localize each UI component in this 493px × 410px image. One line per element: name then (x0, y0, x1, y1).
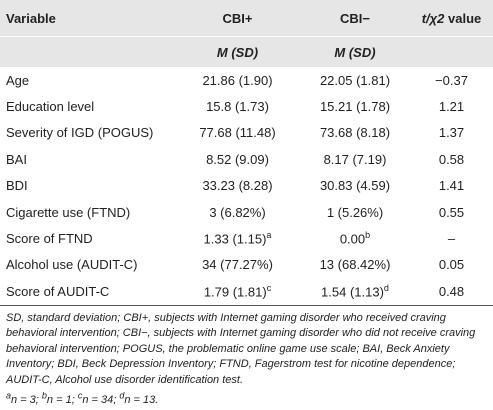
table-row: Education level 15.8 (1.73) 15.21 (1.78) 1.… (0, 93, 493, 119)
table-cell: 21.86 (1.90) (202, 72, 273, 88)
table-cell: BAI (6, 151, 27, 167)
table-cell: Score of FTND (6, 231, 93, 247)
superscript: d (119, 390, 125, 401)
italic-text: t/χ2 (421, 10, 445, 26)
table-row: Score of FTND 1.33 (1.15)a 0.00b – (0, 225, 493, 251)
cell-text: 1.54 (1.13) (321, 284, 384, 300)
table-cell: Cigarette use (FTND) (6, 204, 131, 220)
table-cell: 30.83 (4.59) (319, 178, 391, 194)
table-cell: 1 (5.26%) (326, 204, 384, 220)
superscript: c (77, 390, 83, 401)
table-cell: 73.68 (8.18) (319, 125, 391, 141)
data-table: Variable CBI+ CBI− t/χ2 value M (SD) M (SD)… (0, 0, 493, 306)
table-cell: 3 (6.82%) (209, 204, 266, 220)
header-cell: CBI− (300, 0, 410, 37)
table-row: BAI 8.52 (9.09) 8.17 (7.19) 0.58 (0, 146, 493, 172)
table-cell: 34 (77.27%) (202, 257, 273, 273)
table-cell: 8.52 (9.09) (206, 151, 269, 167)
table-cell: 1.21 (438, 99, 465, 115)
count-text: n = 13. (124, 393, 159, 406)
superscript: a (266, 230, 272, 241)
count-note: an = 3; (6, 390, 39, 406)
table-cell: 15.21 (1.78) (319, 99, 391, 115)
table-cell: Age (6, 72, 30, 88)
table-body: Age 21.86 (1.90) 22.05 (1.81) −0.37 Educatio… (0, 67, 493, 306)
table-row: Age 21.86 (1.90) 22.05 (1.81) −0.37 (0, 67, 493, 93)
table-cell: 1.37 (438, 125, 465, 141)
notes: SD, standard deviation; CBI+, subjects w… (0, 306, 493, 409)
table-cell: 0.00b (300, 225, 410, 251)
cell-text: 0.00 (339, 231, 366, 247)
count-note: dn = 13. (119, 390, 159, 406)
table-cell: 1.79 (1.81)c (175, 278, 300, 306)
note-text: SD, standard deviation; CBI+, subjects w… (6, 311, 476, 386)
table-row: Alcohol use (AUDIT-C) 34 (77.27%) 13 (68.4… (0, 252, 493, 278)
cell-text: 1.79 (1.81) (203, 284, 267, 300)
table-cell: Alcohol use (AUDIT-C) (6, 257, 138, 273)
cell-text: 1.33 (1.15) (203, 231, 267, 247)
header-cell: Variable (0, 0, 175, 37)
table-cell: Education level (6, 99, 95, 115)
header-cell: M (SD) (300, 36, 410, 67)
table-row: Score of AUDIT-C 1.79 (1.81)c 1.54 (1.13)d… (0, 278, 493, 306)
table-cell: −0.37 (435, 72, 468, 88)
table-cell: 0.58 (438, 151, 465, 167)
header-cell: M (SD) (175, 36, 300, 67)
table-cell: BDI (6, 178, 28, 194)
table-cell: 33.23 (8.28) (202, 178, 273, 194)
table-cell: 0.55 (438, 204, 465, 220)
header-cell: t/χ2 value (410, 0, 493, 37)
table-cell: 0.05 (438, 257, 465, 273)
cell-text: value (444, 10, 482, 26)
superscript: b (41, 390, 47, 401)
table-cell: 77.68 (11.48) (199, 125, 276, 141)
table-cell: 1.41 (438, 178, 465, 194)
header-cell (0, 36, 175, 67)
count-text: n = 3; (11, 393, 39, 406)
header-row: Variable CBI+ CBI− t/χ2 value (0, 0, 493, 37)
table-cell: 1.33 (1.15)a (175, 225, 300, 251)
table-cell: 15.8 (1.73) (206, 99, 269, 115)
table-cell: 22.05 (1.81) (319, 72, 391, 88)
table-row: Cigarette use (FTND) 3 (6.82%) 1 (5.26%) 0.… (0, 199, 493, 225)
table-row: BDI 33.23 (8.28) 30.83 (4.59) 1.41 (0, 173, 493, 199)
table-cell: 13 (68.42%) (319, 257, 391, 273)
table-cell: – (447, 231, 456, 247)
note-counts: an = 3; bn = 1; cn = 34; dn = 13. (6, 388, 487, 408)
superscript: a (6, 390, 12, 401)
superscript: c (266, 283, 272, 294)
superscript: d (383, 283, 389, 294)
header-cell (410, 36, 493, 67)
table-cell: 1.54 (1.13)d (300, 278, 410, 306)
subheader-row: M (SD) M (SD) (0, 36, 493, 67)
count-text: n = 1; (46, 393, 75, 406)
table-cell: Severity of IGD (POGUS) (6, 125, 154, 141)
table-row: Severity of IGD (POGUS) 77.68 (11.48) 73.6… (0, 120, 493, 146)
table-cell: 0.48 (410, 278, 493, 306)
table-cell: Score of AUDIT-C (0, 278, 175, 306)
count-note: bn = 1; (42, 390, 75, 406)
count-text: n = 34; (82, 393, 117, 406)
table-cell: 8.17 (7.19) (323, 151, 387, 167)
count-note: cn = 34; (78, 390, 117, 406)
header-cell: CBI+ (175, 0, 300, 37)
superscript: b (365, 230, 371, 241)
